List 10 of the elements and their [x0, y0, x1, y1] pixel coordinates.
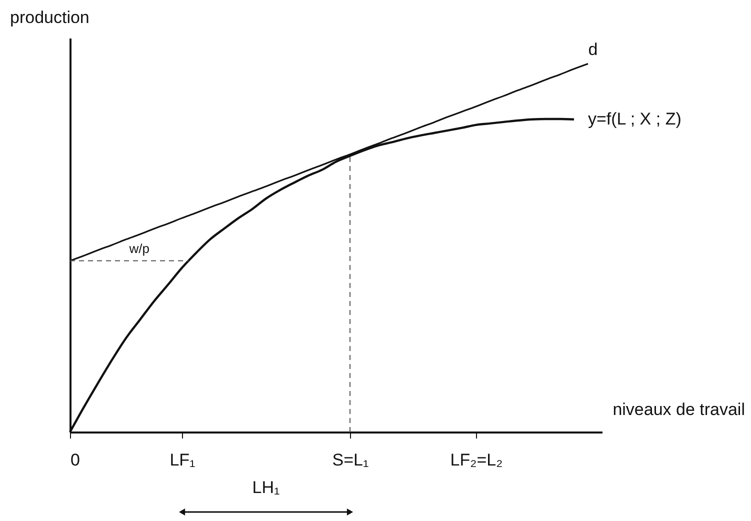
text: LH₁ — [252, 478, 280, 497]
series-label: d — [588, 40, 598, 59]
x-tick-label: LF₂=L₂ — [450, 450, 503, 470]
y-axis-title: production — [10, 8, 90, 27]
x-axis-title: niveaux de travail — [612, 400, 745, 419]
series-label: y=f(L ; X ; Z) — [588, 109, 682, 128]
x-tick-label: 0 — [70, 450, 80, 470]
ref-line-label: w/p — [128, 240, 150, 256]
x-tick-label: LF₁ — [170, 450, 196, 470]
x-tick-label: S=L₁ — [332, 450, 369, 470]
